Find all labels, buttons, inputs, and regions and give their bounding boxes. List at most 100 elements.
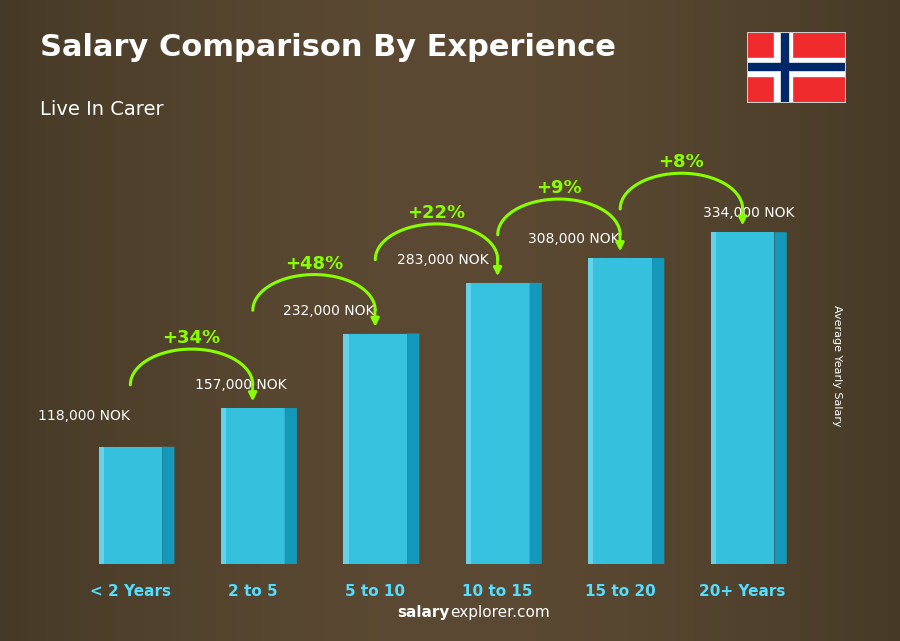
Bar bbox=[603, 0, 612, 641]
Polygon shape bbox=[284, 408, 297, 564]
Bar bbox=[207, 0, 216, 641]
Text: 157,000 NOK: 157,000 NOK bbox=[194, 378, 286, 392]
Bar bbox=[504, 0, 513, 641]
Polygon shape bbox=[775, 232, 787, 564]
Bar bbox=[819, 0, 828, 641]
Bar bbox=[360, 0, 369, 641]
Bar bbox=[477, 0, 486, 641]
Bar bbox=[261, 0, 270, 641]
Bar bbox=[675, 0, 684, 641]
Text: +9%: +9% bbox=[536, 179, 581, 197]
Text: 2 to 5: 2 to 5 bbox=[228, 584, 277, 599]
Text: Average Yearly Salary: Average Yearly Salary bbox=[832, 304, 842, 426]
Polygon shape bbox=[589, 258, 593, 564]
Bar bbox=[882, 0, 891, 641]
Bar bbox=[567, 0, 576, 641]
Bar bbox=[63, 0, 72, 641]
Polygon shape bbox=[344, 333, 348, 564]
Bar bbox=[0, 0, 9, 641]
Bar bbox=[891, 0, 900, 641]
Bar bbox=[873, 0, 882, 641]
Polygon shape bbox=[529, 283, 542, 564]
Bar bbox=[576, 0, 585, 641]
Bar bbox=[342, 0, 351, 641]
Bar bbox=[162, 0, 171, 641]
Text: salary: salary bbox=[398, 604, 450, 620]
Bar bbox=[855, 0, 864, 641]
Text: Live In Carer: Live In Carer bbox=[40, 99, 164, 119]
Bar bbox=[781, 32, 788, 103]
Bar bbox=[531, 0, 540, 641]
Bar bbox=[594, 0, 603, 641]
Polygon shape bbox=[344, 333, 407, 564]
Polygon shape bbox=[589, 258, 652, 564]
Bar bbox=[414, 0, 423, 641]
Bar bbox=[351, 0, 360, 641]
Text: < 2 Years: < 2 Years bbox=[90, 584, 171, 599]
Bar bbox=[621, 0, 630, 641]
Polygon shape bbox=[652, 258, 664, 564]
Bar bbox=[801, 0, 810, 641]
Bar bbox=[99, 0, 108, 641]
Bar bbox=[585, 0, 594, 641]
Bar bbox=[774, 32, 792, 103]
Text: Salary Comparison By Experience: Salary Comparison By Experience bbox=[40, 33, 616, 62]
Bar bbox=[774, 0, 783, 641]
Bar bbox=[846, 0, 855, 641]
Text: 15 to 20: 15 to 20 bbox=[585, 584, 655, 599]
Text: explorer.com: explorer.com bbox=[450, 604, 550, 620]
Bar bbox=[864, 0, 873, 641]
Bar bbox=[405, 0, 414, 641]
Bar bbox=[441, 0, 450, 641]
Text: 232,000 NOK: 232,000 NOK bbox=[283, 304, 374, 318]
Text: 334,000 NOK: 334,000 NOK bbox=[703, 206, 795, 221]
Bar bbox=[153, 0, 162, 641]
Text: 308,000 NOK: 308,000 NOK bbox=[527, 232, 619, 246]
Bar bbox=[333, 0, 342, 641]
Bar bbox=[468, 0, 477, 641]
Bar bbox=[648, 0, 657, 641]
Bar bbox=[45, 0, 54, 641]
Bar bbox=[9, 0, 18, 641]
Bar bbox=[297, 0, 306, 641]
Bar bbox=[432, 0, 441, 641]
Bar bbox=[495, 0, 504, 641]
Bar bbox=[108, 0, 117, 641]
Text: +8%: +8% bbox=[659, 153, 705, 171]
Bar bbox=[225, 0, 234, 641]
Bar bbox=[369, 0, 378, 641]
Text: 118,000 NOK: 118,000 NOK bbox=[38, 409, 130, 423]
Polygon shape bbox=[221, 408, 284, 564]
Bar bbox=[423, 0, 432, 641]
Bar bbox=[270, 0, 279, 641]
Bar bbox=[378, 0, 387, 641]
Bar bbox=[729, 0, 738, 641]
Bar bbox=[27, 0, 36, 641]
Polygon shape bbox=[466, 283, 471, 564]
Bar bbox=[324, 0, 333, 641]
Bar bbox=[486, 0, 495, 641]
Text: +22%: +22% bbox=[408, 204, 465, 222]
Bar bbox=[279, 0, 288, 641]
Polygon shape bbox=[221, 408, 226, 564]
Bar bbox=[684, 0, 693, 641]
Bar bbox=[747, 0, 756, 641]
Bar bbox=[747, 58, 846, 76]
Bar bbox=[747, 63, 846, 69]
Polygon shape bbox=[466, 283, 529, 564]
Bar bbox=[837, 0, 846, 641]
Bar bbox=[198, 0, 207, 641]
Bar bbox=[315, 0, 324, 641]
Text: 10 to 15: 10 to 15 bbox=[463, 584, 533, 599]
Polygon shape bbox=[98, 447, 104, 564]
Bar bbox=[126, 0, 135, 641]
Bar bbox=[783, 0, 792, 641]
Bar bbox=[387, 0, 396, 641]
Bar bbox=[252, 0, 261, 641]
Bar bbox=[693, 0, 702, 641]
Text: +48%: +48% bbox=[285, 254, 343, 273]
Bar bbox=[306, 0, 315, 641]
Bar bbox=[243, 0, 252, 641]
Text: 5 to 10: 5 to 10 bbox=[346, 584, 405, 599]
Polygon shape bbox=[711, 232, 716, 564]
